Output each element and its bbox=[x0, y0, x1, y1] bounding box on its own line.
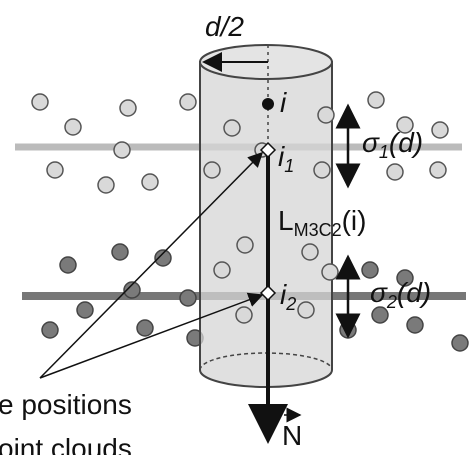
label: d/2 bbox=[205, 11, 244, 42]
label-rest: (d) bbox=[389, 127, 423, 158]
label-rest: (d) bbox=[397, 277, 431, 308]
diagram: d/2 i i1 σ1(d) LM3C2(i) i2 σ2(d) N e pos… bbox=[0, 0, 471, 455]
label: σ1(d) bbox=[362, 127, 423, 162]
label-sub: 2 bbox=[285, 294, 296, 314]
label-sub: 1 bbox=[284, 156, 294, 176]
label-sub: 2 bbox=[386, 292, 397, 312]
label-base: σ bbox=[362, 127, 380, 158]
label: N bbox=[282, 420, 302, 451]
label-base: σ bbox=[370, 277, 388, 308]
label: σ2(d) bbox=[370, 277, 431, 312]
label-rest: (i) bbox=[342, 205, 367, 236]
core-point bbox=[262, 98, 274, 110]
caption: e positions bbox=[0, 389, 132, 420]
caption: oint clouds bbox=[0, 433, 132, 455]
label-sub: M3C2 bbox=[294, 220, 342, 240]
label-sub: 1 bbox=[379, 142, 389, 162]
label: i bbox=[280, 87, 287, 118]
label-base: L bbox=[278, 205, 294, 236]
